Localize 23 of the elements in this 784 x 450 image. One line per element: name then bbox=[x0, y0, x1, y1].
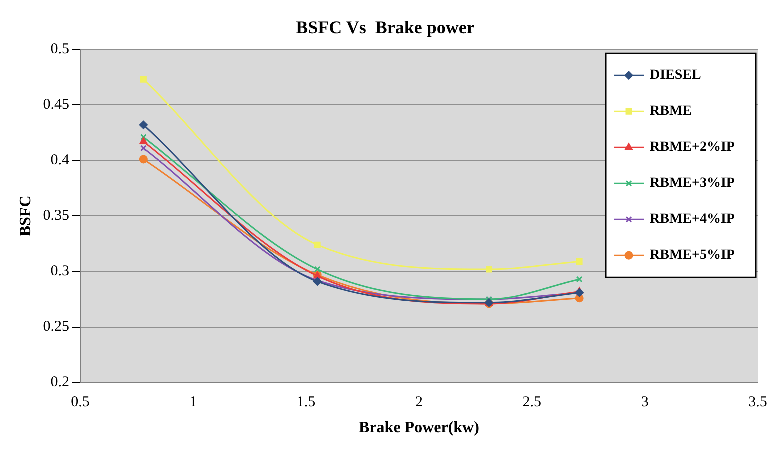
x-tick-label: 3.5 bbox=[748, 394, 768, 411]
x-tick-label: 3 bbox=[641, 394, 649, 411]
y-tick-label: 0.35 bbox=[43, 208, 70, 224]
legend-label: RBME+4%IP bbox=[650, 212, 736, 228]
x-tick-label: 1 bbox=[190, 394, 198, 411]
x-axis-title: Brake Power(kw) bbox=[359, 420, 480, 437]
legend-label: RBME bbox=[650, 104, 692, 120]
y-tick-label: 0.5 bbox=[50, 42, 70, 58]
x-tick-label: 2 bbox=[415, 394, 423, 411]
y-tick-label: 0.4 bbox=[50, 152, 70, 169]
y-tick-label: 0.45 bbox=[43, 97, 70, 114]
x-tick-label: 2.5 bbox=[522, 394, 542, 411]
legend-label: RBME+5%IP bbox=[650, 248, 736, 264]
legend-label: RBME+3%IP bbox=[650, 176, 736, 192]
legend-label: RBME+2%IP bbox=[650, 140, 736, 156]
y-axis-title: BSFC bbox=[18, 196, 35, 237]
y-tick-label: 0.25 bbox=[43, 319, 70, 336]
chart-title: BSFC Vs Brake power bbox=[296, 17, 475, 38]
y-tick-label: 0.2 bbox=[50, 374, 70, 391]
x-tick-label: 0.5 bbox=[71, 394, 90, 411]
legend-label: DIESEL bbox=[650, 68, 702, 84]
x-tick-label: 1.5 bbox=[296, 394, 316, 411]
y-tick-label: 0.3 bbox=[50, 264, 70, 280]
